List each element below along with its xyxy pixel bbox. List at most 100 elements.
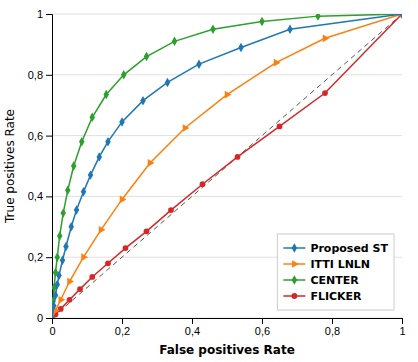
point [277, 124, 283, 130]
point [65, 186, 70, 195]
marks [52, 14, 402, 318]
series [52, 14, 402, 318]
point [52, 301, 56, 310]
point [123, 245, 129, 251]
point [90, 113, 95, 122]
point [57, 231, 62, 240]
point [144, 228, 150, 234]
point [71, 161, 76, 170]
point [144, 52, 149, 61]
y-tick-label: 0 [37, 312, 43, 324]
point [323, 34, 330, 42]
x-tick: 1 [399, 318, 405, 337]
y-grid-line [52, 135, 402, 136]
legend-box [277, 234, 394, 310]
point [74, 205, 79, 214]
point [60, 208, 65, 217]
point [399, 14, 402, 19]
point [121, 70, 126, 79]
point [200, 181, 206, 187]
x-tick-label: 0,2 [115, 325, 130, 337]
y-tick-mark [46, 257, 52, 258]
point [183, 124, 190, 132]
point [81, 253, 88, 261]
point [53, 290, 58, 299]
x-tick-mark [402, 318, 403, 324]
x-tick-mark [262, 318, 263, 324]
point [287, 24, 292, 33]
point [165, 78, 170, 87]
point [210, 24, 215, 33]
y-tick-label: 0,4 [28, 190, 43, 202]
y-tick-label: 0,6 [28, 130, 43, 142]
x-tick: 0,6 [255, 318, 270, 337]
point [274, 59, 281, 67]
x-tick-mark [192, 318, 193, 324]
series-line [52, 14, 402, 318]
series-line [52, 14, 402, 318]
y-tick: 0,4 [28, 190, 52, 202]
y-tick-mark [46, 14, 52, 15]
x-tick: 0 [49, 318, 55, 337]
legend-item: CENTER [283, 274, 359, 287]
point [89, 274, 95, 280]
y-tick-label: 0,2 [28, 251, 43, 263]
point [55, 252, 60, 261]
y-grid-line [52, 196, 402, 197]
x-tick: 0,4 [185, 318, 200, 337]
legend-marker [292, 275, 297, 284]
series-line [52, 14, 402, 318]
point [148, 159, 155, 167]
point [315, 14, 320, 21]
legend-label: CENTER [310, 274, 359, 287]
y-tick-mark [46, 75, 52, 76]
point [238, 43, 243, 52]
point [77, 286, 83, 292]
x-tick-label: 0,6 [255, 325, 270, 337]
point [140, 96, 145, 105]
y-tick-label: 0,8 [28, 69, 43, 81]
y-tick: 1 [37, 8, 52, 20]
series-line [52, 14, 402, 318]
point [59, 296, 66, 304]
point [400, 14, 402, 18]
reference-line [52, 14, 402, 318]
x-tick: 0,8 [325, 318, 340, 337]
point [105, 260, 111, 266]
point [235, 154, 241, 160]
y-axis-title: True positives Rate [3, 109, 17, 224]
y-tick: 0,2 [28, 251, 52, 263]
legend-marker [292, 243, 297, 252]
point [225, 91, 232, 99]
y-tick: 0,8 [28, 69, 52, 81]
point [69, 222, 74, 231]
point [259, 17, 264, 26]
point [79, 137, 84, 146]
y-grid-line [52, 14, 402, 15]
point [119, 117, 124, 126]
point [60, 255, 65, 264]
y-tick-mark [46, 318, 52, 319]
point [168, 207, 174, 213]
point [67, 278, 74, 286]
series [52, 14, 402, 318]
y-tick-mark [46, 136, 52, 137]
y-grid-line [52, 74, 402, 75]
point [52, 314, 56, 318]
plot: 0 0,2 0,4 0,6 0,8 1 0 0,2 0,4 0,6 0,8 1 Proposed ST I… [28, 8, 407, 337]
legend-marker [291, 293, 297, 299]
point [322, 90, 328, 96]
x-tick-label: 0,4 [185, 325, 200, 337]
x-tick-mark [332, 318, 333, 324]
y-tick-mark [46, 196, 52, 197]
y-axis: 0 0,2 0,4 0,6 0,8 1 [28, 8, 53, 324]
x-tick-label: 1 [399, 325, 405, 337]
series [52, 14, 402, 318]
x-tick-mark [122, 318, 123, 324]
legend-label: ITTI LNLN [310, 258, 370, 271]
point [88, 170, 93, 179]
legend-item: Proposed ST [283, 242, 388, 255]
y-axis-line [46, 15, 53, 319]
point [172, 37, 177, 46]
grid [52, 14, 402, 318]
